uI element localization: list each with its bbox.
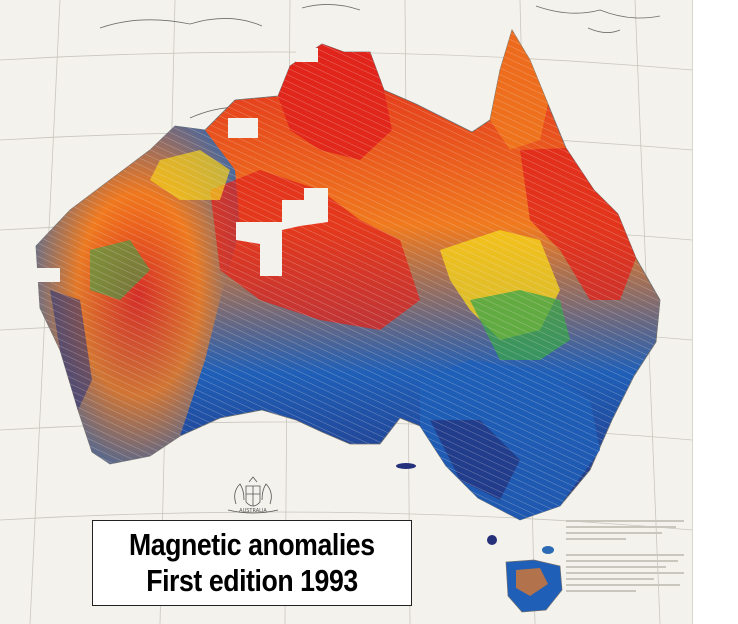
map-canvas (0, 0, 692, 624)
caption-title: Magnetic anomalies (129, 527, 375, 562)
crest-label: AUSTRALIA (239, 508, 267, 514)
kangaroo-island (396, 463, 416, 469)
australia-mainland (35, 29, 661, 521)
flinders-island (542, 546, 554, 554)
survey-gap (236, 188, 328, 276)
coat-of-arms-icon (227, 476, 279, 514)
survey-gap (228, 118, 258, 138)
caption-edition: First edition 1993 (146, 563, 358, 598)
survey-gap (296, 48, 318, 62)
king-island (487, 535, 497, 545)
survey-gap (36, 268, 60, 282)
caption-box: Magnetic anomalies First edition 1993 (92, 520, 412, 606)
fine-print-block (566, 520, 686, 596)
magnetic-anomaly-map: AUSTRALIA Magnetic anomalies First editi… (0, 0, 693, 624)
